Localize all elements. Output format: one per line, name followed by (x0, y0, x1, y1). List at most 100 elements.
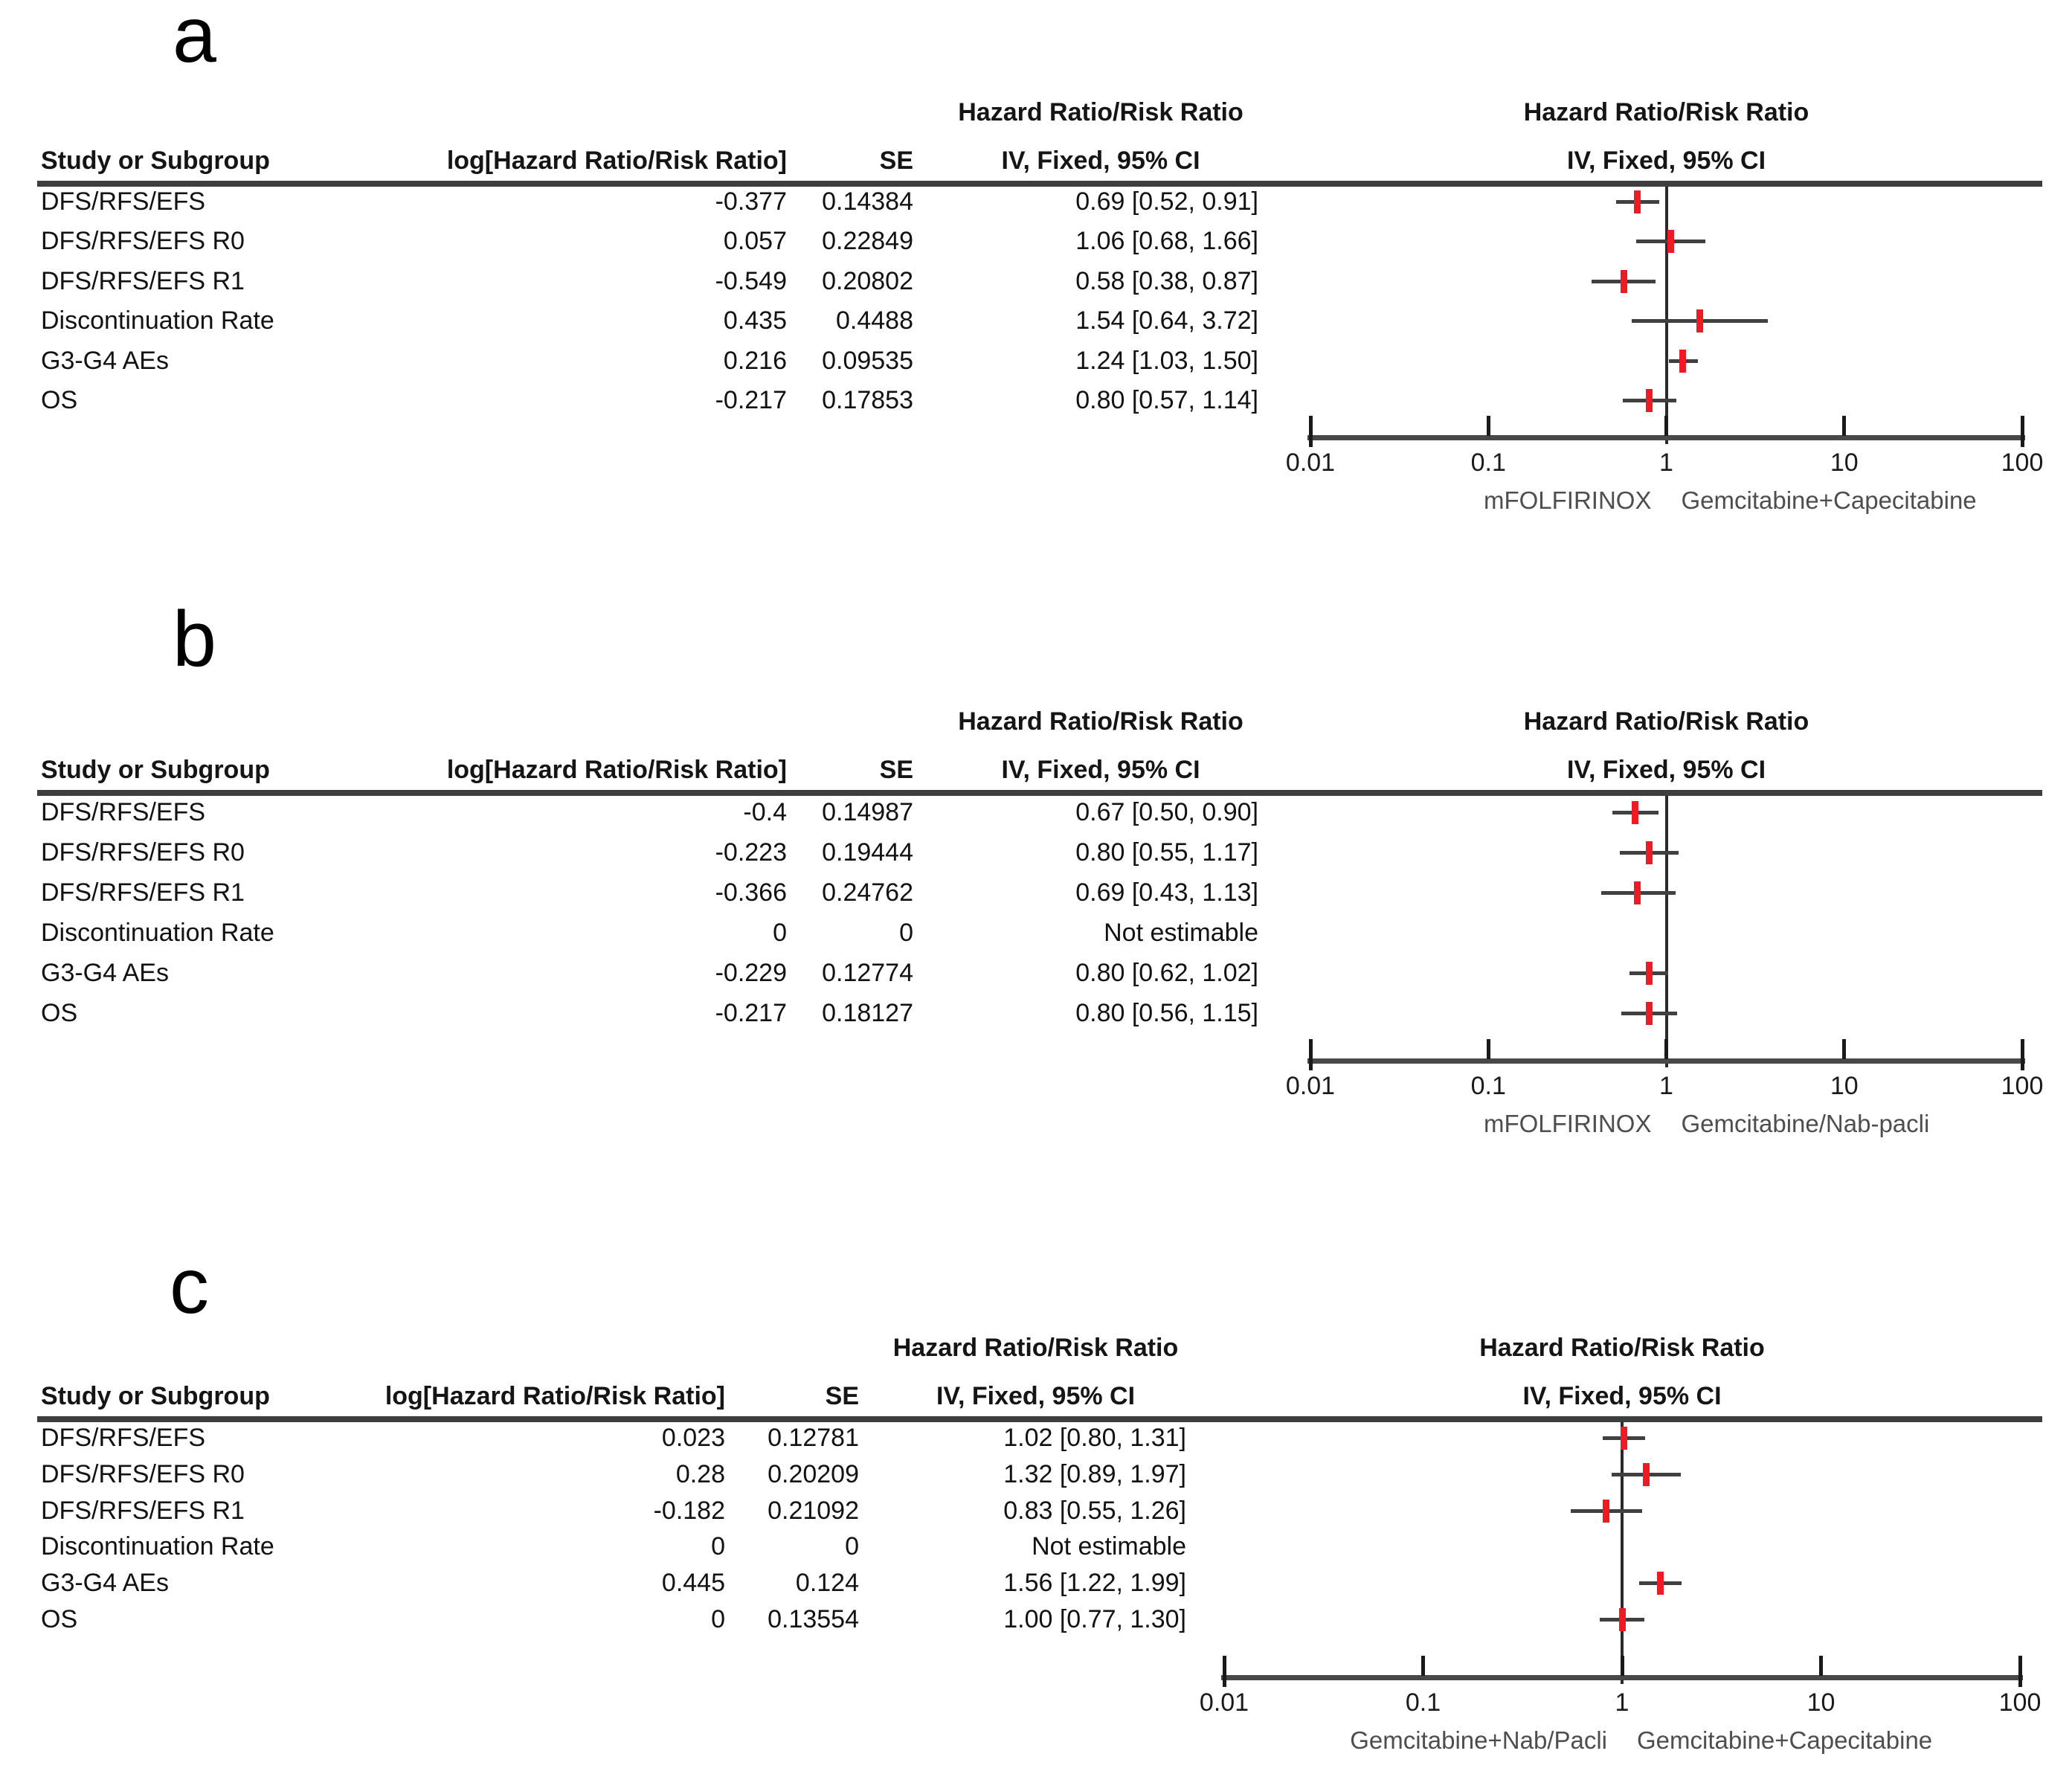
treatment-label-right: Gemcitabine/Nab-pacli (1681, 1110, 1930, 1137)
row-se-value: 0.18127 (822, 999, 913, 1027)
row-ci-value: 0.80 [0.57, 1.14] (1075, 386, 1258, 414)
row-ci-value: 1.32 [0.89, 1.97] (1003, 1459, 1186, 1488)
study-column-header: Study or Subgroup (41, 756, 270, 784)
row-ci-value: 1.56 [1.22, 1.99] (1003, 1569, 1186, 1598)
row-ci-value: 1.54 [0.64, 3.72] (1075, 306, 1258, 335)
loghr-column-header: log[Hazard Ratio/Risk Ratio] (446, 147, 787, 175)
row-loghr-value: -0.377 (715, 187, 787, 216)
axis-tick (1486, 416, 1490, 436)
axis-tick (1486, 1039, 1490, 1059)
row-ci-value: 0.69 [0.52, 0.91] (1075, 187, 1258, 216)
axis-tick-label: 100 (2001, 449, 2044, 477)
no-effect-line (1621, 1422, 1624, 1684)
panel-c-letter: c (170, 1242, 209, 1330)
row-study-label: DFS/RFS/EFS (41, 1424, 206, 1452)
row-ci-value: Not estimable (1104, 919, 1258, 947)
row-se-value: 0.20209 (768, 1459, 859, 1488)
axis-tick (2018, 1656, 2022, 1687)
row-loghr-value: 0.435 (723, 306, 787, 335)
axis-tick-label: 10 (1806, 1688, 1835, 1717)
point-estimate-marker (1679, 349, 1687, 373)
axis-tick-label: 0.01 (1285, 449, 1336, 477)
no-effect-line (1664, 187, 1668, 444)
axis-tick-label: 0.1 (1470, 1072, 1506, 1100)
point-estimate-marker (1620, 1427, 1627, 1450)
row-ci-value: 1.02 [0.80, 1.31] (1003, 1424, 1186, 1452)
axis-tick (2020, 1039, 2024, 1070)
loghr-column-header: log[Hazard Ratio/Risk Ratio] (385, 1382, 725, 1410)
row-se-value: 0.19444 (822, 838, 913, 867)
treatment-label-right: Gemcitabine+Capecitabine (1681, 486, 1977, 514)
axis-tick (2020, 416, 2024, 447)
axis-tick-label: 1 (1615, 1688, 1629, 1717)
treatment-label-right: Gemcitabine+Capecitabine (1637, 1726, 1933, 1754)
row-study-label: DFS/RFS/EFS R0 (41, 227, 245, 256)
plot-column-header-line1: Hazard Ratio/Risk Ratio (1523, 707, 1809, 736)
row-loghr-value: -0.4 (743, 798, 787, 826)
ci-column-header-line1: Hazard Ratio/Risk Ratio (958, 98, 1243, 126)
row-ci-value: 0.80 [0.56, 1.15] (1075, 999, 1258, 1027)
row-se-value: 0.22849 (822, 227, 913, 256)
row-loghr-value: 0.445 (661, 1569, 725, 1598)
plot-column-header-line2: IV, Fixed, 95% CI (1522, 1382, 1722, 1410)
row-ci-value: 0.80 [0.62, 1.02] (1075, 959, 1258, 987)
header-rule (37, 790, 2042, 796)
header-rule (37, 1416, 2042, 1422)
row-ci-value: 1.00 [0.77, 1.30] (1003, 1605, 1186, 1633)
point-estimate-marker (1645, 1002, 1653, 1025)
row-loghr-value: 0 (711, 1605, 725, 1633)
axis-tick (1308, 416, 1313, 447)
ci-column-header-line2: IV, Fixed, 95% CI (1001, 147, 1200, 175)
row-ci-value: 0.69 [0.43, 1.13] (1075, 878, 1258, 907)
row-study-label: OS (41, 999, 78, 1027)
row-study-label: Discontinuation Rate (41, 919, 274, 947)
point-estimate-marker (1602, 1499, 1609, 1523)
point-estimate-marker (1642, 1462, 1650, 1486)
row-loghr-value: -0.229 (715, 959, 787, 987)
row-study-label: DFS/RFS/EFS R0 (41, 838, 245, 867)
panel-a-letter: a (173, 0, 216, 79)
row-loghr-value: -0.217 (715, 386, 787, 414)
axis-tick-label: 100 (2001, 1072, 2044, 1100)
loghr-column-header: log[Hazard Ratio/Risk Ratio] (446, 756, 787, 784)
row-se-value: 0.13554 (768, 1605, 859, 1633)
row-loghr-value: 0.023 (661, 1424, 725, 1452)
row-study-label: OS (41, 386, 78, 414)
point-estimate-marker (1645, 841, 1653, 864)
point-estimate-marker (1645, 962, 1653, 985)
panel-b-letter: b (173, 595, 216, 683)
axis-tick-label: 100 (1998, 1688, 2042, 1717)
x-axis-line (1221, 1675, 2023, 1680)
row-se-value: 0.124 (795, 1569, 859, 1598)
row-ci-value: 0.80 [0.55, 1.17] (1075, 838, 1258, 867)
row-ci-value: Not estimable (1032, 1532, 1186, 1561)
axis-tick (1819, 1656, 1823, 1676)
se-column-header: SE (825, 1382, 859, 1410)
row-ci-value: 0.83 [0.55, 1.26] (1003, 1496, 1186, 1525)
row-loghr-value: -0.182 (653, 1496, 725, 1525)
x-axis-line (1307, 1058, 2025, 1064)
row-se-value: 0.21092 (768, 1496, 859, 1525)
study-column-header: Study or Subgroup (41, 147, 270, 175)
row-loghr-value: 0 (711, 1532, 725, 1561)
point-estimate-marker (1634, 881, 1641, 904)
row-loghr-value: -0.366 (715, 878, 787, 907)
study-column-header: Study or Subgroup (41, 1382, 270, 1410)
row-se-value: 0.20802 (822, 266, 913, 295)
row-se-value: 0.14384 (822, 187, 913, 216)
treatment-label-left: mFOLFIRINOX (1483, 486, 1652, 514)
plot-column-header-line2: IV, Fixed, 95% CI (1566, 756, 1766, 784)
axis-tick-label: 0.01 (1199, 1688, 1249, 1717)
ci-column-header-line2: IV, Fixed, 95% CI (1001, 756, 1200, 784)
axis-tick (1842, 1039, 1847, 1059)
axis-tick (1664, 1039, 1668, 1059)
row-loghr-value: 0 (773, 919, 787, 947)
point-estimate-marker (1621, 269, 1628, 293)
row-study-label: Discontinuation Rate (41, 1532, 274, 1561)
row-study-label: OS (41, 1605, 78, 1633)
row-loghr-value: 0.216 (723, 346, 787, 375)
ci-column-header-line2: IV, Fixed, 95% CI (936, 1382, 1136, 1410)
no-effect-line (1664, 796, 1668, 1067)
axis-tick-label: 0.1 (1405, 1688, 1441, 1717)
